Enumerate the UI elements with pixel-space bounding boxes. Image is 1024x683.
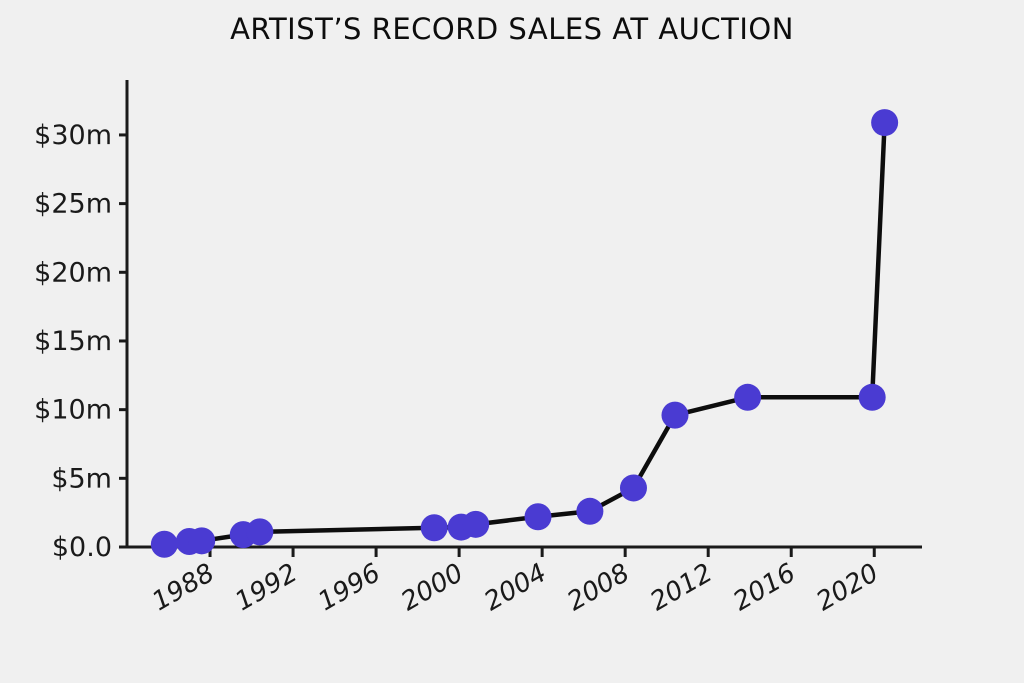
x-axis-tick-label: 2016 <box>728 558 800 617</box>
data-point <box>619 474 647 502</box>
x-axis-tick-label: 2008 <box>562 558 634 617</box>
data-point <box>150 530 178 558</box>
data-point <box>420 514 448 542</box>
data-point <box>188 527 216 555</box>
x-axis-tick-label: 2004 <box>479 558 551 617</box>
y-axis-tick-label: $20m <box>34 257 112 288</box>
data-point <box>576 497 604 525</box>
y-axis-tick-label: $15m <box>34 326 112 357</box>
data-point <box>661 401 689 429</box>
chart-title: ARTIST’S RECORD SALES AT AUCTION <box>230 12 794 46</box>
data-point <box>734 383 762 411</box>
data-point <box>246 518 274 546</box>
data-point <box>871 109 899 137</box>
y-axis-tick-label: $25m <box>34 189 112 220</box>
x-axis-tick-label: 2000 <box>396 558 468 617</box>
y-axis-tick-label: $10m <box>34 395 112 426</box>
y-axis-tick-label: $30m <box>34 120 112 151</box>
x-axis-tick-label: 2020 <box>811 558 883 617</box>
data-point <box>462 510 490 538</box>
data-point <box>524 503 552 531</box>
y-axis-tick-label: $0.0 <box>52 532 112 563</box>
x-axis-tick-label: 1988 <box>147 558 219 617</box>
data-point <box>858 383 886 411</box>
y-axis-tick-label: $5m <box>51 463 112 494</box>
x-axis-tick-label: 1996 <box>313 558 385 617</box>
x-axis-tick-label: 1992 <box>230 558 302 617</box>
series-line <box>164 122 887 547</box>
x-axis-tick-label: 2012 <box>645 558 717 617</box>
